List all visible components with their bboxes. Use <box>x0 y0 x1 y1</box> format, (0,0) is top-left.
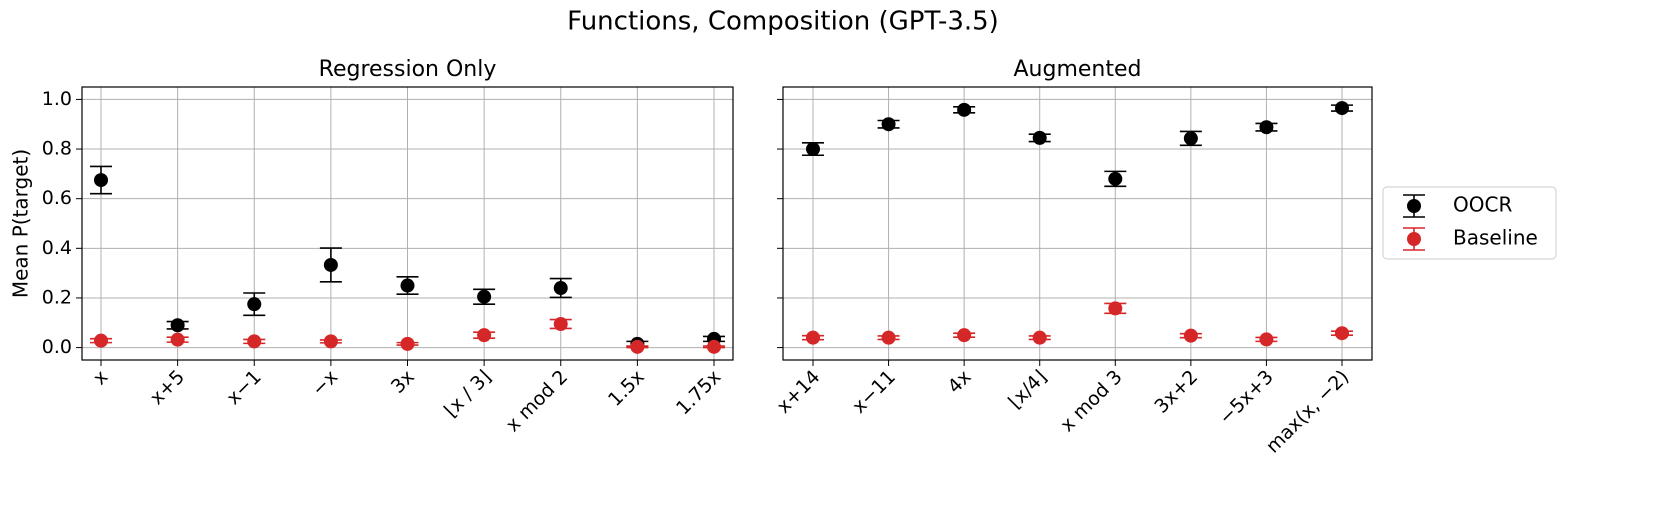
y-tick-label: 0.0 <box>42 336 72 358</box>
x-tick-label: 4x <box>944 366 976 398</box>
error-point <box>1028 330 1051 345</box>
data-point <box>94 333 108 348</box>
data-point <box>170 318 185 333</box>
y-tick-label: 0.2 <box>42 286 72 308</box>
error-point <box>319 247 342 283</box>
axes-title: Regression Only <box>319 57 497 82</box>
error-point <box>1255 120 1278 135</box>
x-tick-label: x−11 <box>848 366 900 418</box>
x-tick-label: 3x+2 <box>1150 366 1202 418</box>
error-point <box>1028 130 1051 145</box>
data-point <box>1183 131 1198 146</box>
axes-frame <box>81 86 734 361</box>
data-point <box>94 173 108 188</box>
x-tick-label: x mod 3 <box>1056 366 1126 436</box>
x-tick-label: −x <box>308 366 343 401</box>
error-point <box>703 339 725 354</box>
error-point <box>1331 326 1353 341</box>
legend-marker <box>1407 232 1421 246</box>
legend-marker <box>1407 199 1421 213</box>
data-point <box>1183 328 1198 343</box>
data-point <box>1108 171 1123 186</box>
x-tick-label: −5x+3 <box>1215 366 1278 429</box>
error-point <box>1255 332 1278 347</box>
data-point <box>553 281 568 296</box>
data-point <box>630 339 645 354</box>
error-point <box>90 165 112 195</box>
data-point <box>553 317 568 332</box>
error-point <box>473 288 496 305</box>
x-tick-label: 1.5x <box>604 366 649 411</box>
data-point <box>707 339 721 354</box>
error-point <box>953 328 976 343</box>
data-point <box>881 117 896 132</box>
data-point <box>477 328 492 343</box>
y-tick-label: 0.8 <box>42 138 72 160</box>
data-point <box>1032 330 1047 345</box>
error-point <box>1179 328 1202 343</box>
data-point <box>806 142 820 157</box>
y-tick-label: 1.0 <box>42 88 72 110</box>
error-point <box>166 332 189 347</box>
error-point <box>877 330 900 345</box>
error-point <box>802 142 824 157</box>
x-tick-label: ⌊x/4⌋ <box>1004 366 1051 413</box>
error-point <box>166 318 189 333</box>
data-point <box>1259 120 1274 135</box>
x-tick-label: x+5 <box>146 366 189 409</box>
data-point <box>400 278 415 293</box>
data-point <box>806 330 820 345</box>
data-point <box>1259 332 1274 347</box>
error-point <box>1331 101 1353 116</box>
y-tick-label: 0.6 <box>42 187 72 209</box>
x-tick-label: 3x <box>387 366 419 398</box>
data-point <box>400 336 415 351</box>
legend-label: Baseline <box>1453 226 1538 250</box>
data-point <box>247 334 262 349</box>
error-point <box>1179 130 1202 147</box>
error-point <box>396 276 419 296</box>
legend-label: OOCR <box>1453 193 1512 217</box>
x-tick-label: ⌊x / 3⌋ <box>440 366 496 422</box>
error-point <box>626 339 649 354</box>
y-axis-label: Mean P(target) <box>9 149 33 298</box>
error-point <box>243 334 266 349</box>
data-point <box>881 330 896 345</box>
error-point <box>802 330 824 345</box>
axes-frame <box>782 86 1373 361</box>
y-tick-label: 0.4 <box>42 237 72 259</box>
data-point <box>170 332 185 347</box>
error-point <box>396 336 419 351</box>
error-point <box>473 328 496 343</box>
x-tick-label: x−1 <box>222 366 265 409</box>
x-tick-label: 1.75x <box>672 366 725 419</box>
data-point <box>477 289 492 304</box>
data-point <box>1032 130 1047 145</box>
error-point <box>1104 301 1127 316</box>
error-point <box>953 102 976 117</box>
x-tick-label: x mod 2 <box>502 366 572 436</box>
x-tick-label: x <box>89 366 113 390</box>
axes-title: Augmented <box>1014 57 1142 82</box>
data-point <box>957 102 972 117</box>
error-point <box>549 277 572 299</box>
x-tick-label: x+14 <box>773 366 825 418</box>
data-point <box>247 297 262 312</box>
data-point <box>1335 326 1349 341</box>
error-point <box>1104 170 1127 188</box>
data-point <box>957 328 972 343</box>
data-point <box>1335 101 1349 116</box>
error-point <box>319 334 342 349</box>
figure-title: Functions, Composition (GPT-3.5) <box>567 7 999 37</box>
data-point <box>1108 301 1123 316</box>
legend-box <box>1382 186 1557 260</box>
error-point <box>90 333 112 348</box>
error-point <box>549 317 572 332</box>
error-point <box>243 292 266 317</box>
data-point <box>323 257 338 272</box>
data-point <box>323 334 338 349</box>
error-point <box>877 117 900 132</box>
